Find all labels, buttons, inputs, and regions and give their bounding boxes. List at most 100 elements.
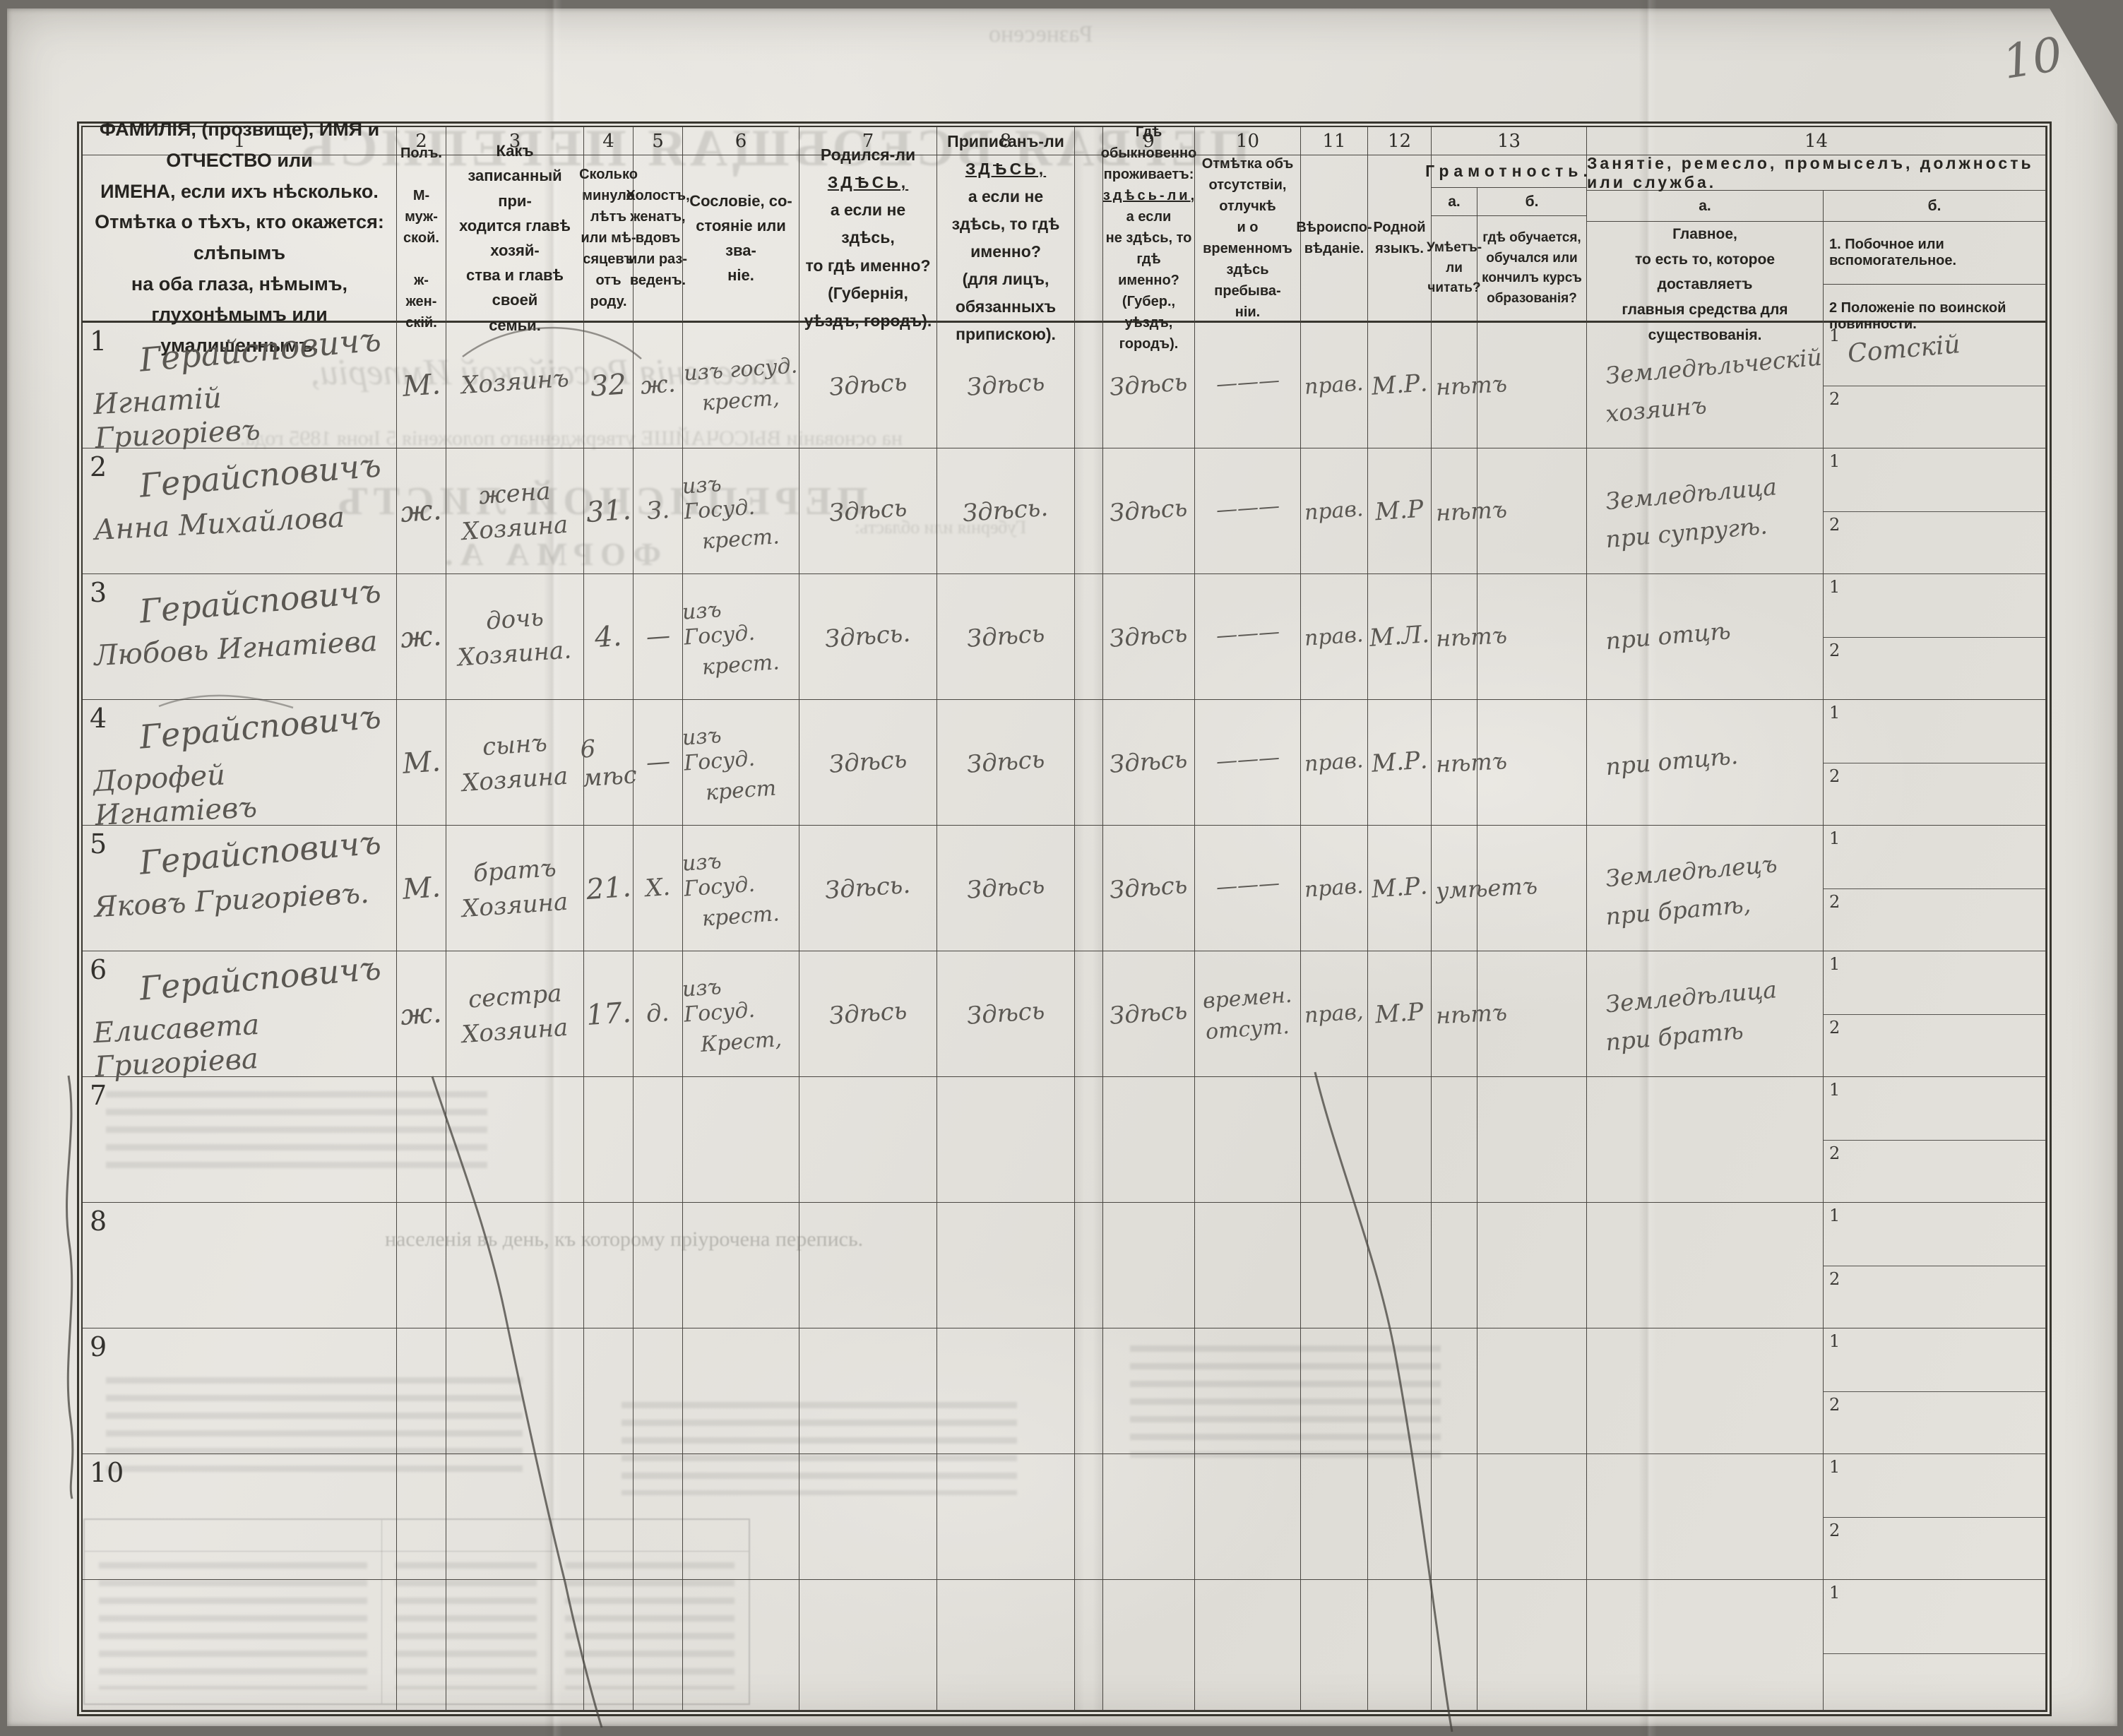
given-name: Игнатій Григоріевъ [92,381,261,456]
literacy-cell [1432,1328,1477,1454]
age-cell: 21. [584,826,634,951]
native-language-cell [1368,1328,1432,1454]
estate-cell: изъ Госуд. крест. [682,826,799,951]
name-cell: 9 [83,1328,397,1454]
occupation-value: при отцѣ [1604,616,1732,655]
row-number: 6 [90,954,107,985]
fold-gap [1075,1328,1103,1454]
relation-cell [446,1580,584,1711]
registration-cell [937,1580,1075,1711]
registration-cell: Здѣсь [937,826,1075,951]
age-cell: 31. [584,448,634,574]
fold-gap [1075,448,1103,574]
age-cell [584,1454,634,1580]
residence-cell [1103,1077,1195,1203]
surname: Герайсповичъ [138,823,383,882]
col-number-5: 5 [634,127,683,155]
side-occupation-2: 2 [1824,386,2045,448]
sex-cell [397,1454,446,1580]
bleedthrough-block [106,1091,487,1170]
col-number-8: 8 [937,127,1075,155]
occupation-value: при отцѣ. [1604,741,1740,781]
sex-value: ж. [399,996,444,1032]
birthplace-value: Здѣсь [828,494,908,528]
absence-value: ——— [1215,870,1280,900]
side-occupation-2: 2 [1824,638,2045,700]
literacy-cell: умѣетъ [1432,826,1538,951]
religion-cell [1301,1454,1368,1580]
residence-cell: Здѣсь [1103,448,1195,574]
literacy-cell: нѣтъ [1432,700,1508,826]
side-occupation-1: 1 [1824,826,2045,889]
age-cell: 17. [584,951,634,1077]
col-number-4: 4 [584,127,634,155]
age-value: 31. [585,493,632,529]
sub-row-label: 1 [1829,1206,1840,1225]
side-occupation-1: 1 [1824,1203,2045,1266]
row-number: 5 [90,828,107,860]
sub-row-label: 2 [1829,1269,1840,1289]
absence-note-cell: ——— [1195,574,1301,700]
relation-value: сынъ [481,728,549,761]
birthplace-cell: Здѣсь [799,448,937,574]
name-cell: 2 Герайсповичъ Анна Михайлова [83,446,397,574]
absence-value: ——— [1215,744,1280,774]
religion-cell [1301,1077,1368,1203]
religion-cell [1301,1580,1368,1711]
education-cell [1477,1454,1587,1580]
age-cell: 4. [584,574,634,700]
relation-cell: сынъ Хозяина [446,700,584,826]
occupation-main-cell: Земледѣльческій хозяинъ [1587,323,1824,448]
relation-cell: братъ Хозяина [446,826,584,951]
header-literacy: Грамотность. а. б. Умѣетъ- ли читать? гд… [1425,155,1588,323]
birthplace-value: Здѣсь [828,745,908,779]
estate-cell [683,1454,799,1580]
absence-note-cell: ——— [1195,826,1301,951]
birthplace-cell [799,1077,937,1203]
occupation-main-cell [1587,1328,1824,1454]
col-number-7: 7 [799,127,937,155]
marital-status-cell: — [634,574,683,700]
side-occupation-2: 2 [1824,1141,2045,1203]
estate-cell: изъ Госуд. крест. [682,574,799,700]
relation-cell [446,1203,584,1328]
registration-value: Здѣсь [965,997,1046,1030]
given-name: Яковъ Григоріевъ. [93,877,370,925]
sex-value: ж. [399,493,444,529]
age-value: 32 [589,367,628,403]
fold-gap [1075,323,1103,448]
header-residence-text: Гдѣ обыкновенно проживаетъ: [1100,124,1197,182]
occupation-main-cell [1587,1203,1824,1328]
absence-value: отсут. [1205,1013,1290,1045]
sex-value: М. [401,367,441,403]
estate-cell [683,1077,799,1203]
birthplace-value: Здѣсь [828,997,908,1030]
header-birthplace: Родился-ли ЗДѢСЬ, а если не здѣсь, то гд… [799,145,937,330]
side-occupation-1: 1 [1824,1328,2045,1392]
marital-value: З. [646,496,670,526]
header-literacy-b-text: гдѣ обучается, обучался или кончилъ курс… [1482,230,1582,306]
age-value: 6 мѣс [579,734,638,793]
header-birthplace-rest: а если не здѣсь, то гдѣ именно? (Губерні… [804,201,932,330]
religion-cell [1301,1328,1368,1454]
religion-value: прав, [1304,999,1364,1028]
literacy-value: нѣтъ [1435,621,1508,652]
marital-status-cell: д. [634,951,683,1077]
col-number-1: 1 [83,127,397,155]
birthplace-value: Здѣсь [828,368,908,402]
col-number-9: 9 [1103,127,1195,155]
fold-gap [1075,127,1103,155]
occupation-main-cell: Земледѣлица при братѣ [1587,951,1824,1077]
estate-cell [683,1203,799,1328]
absence-note-cell: времен. отсут. [1195,951,1301,1077]
education-cell [1477,1077,1587,1203]
row-number: 3 [90,577,107,608]
sex-cell: ж. [397,951,446,1077]
marital-status-cell: ж. [634,323,683,448]
estate-value: изъ Госуд. [681,723,756,776]
residence-value: Здѣсь [1109,997,1189,1030]
estate-cell: изъ Госуд. крест. [682,448,799,574]
